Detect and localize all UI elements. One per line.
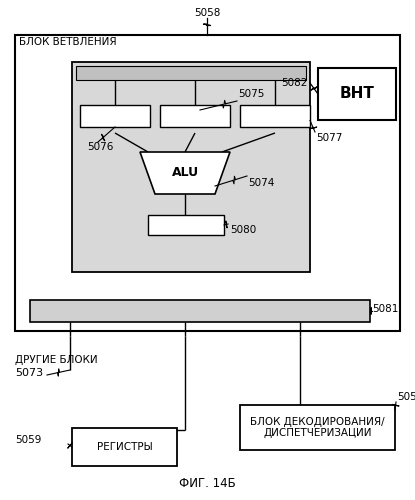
Text: 5073: 5073 — [15, 368, 43, 378]
Text: БЛОК ВЕТВЛЕНИЯ: БЛОК ВЕТВЛЕНИЯ — [19, 37, 117, 47]
Bar — [72, 428, 177, 466]
Bar — [30, 300, 370, 322]
Text: 5058: 5058 — [194, 8, 220, 18]
Text: 5075: 5075 — [238, 89, 264, 99]
Bar — [72, 62, 310, 272]
Bar — [151, 218, 221, 226]
Text: БЛОК ДЕКОДИРОВАНИЯ/
ДИСПЕТЧЕРИЗАЦИИ: БЛОК ДЕКОДИРОВАНИЯ/ ДИСПЕТЧЕРИЗАЦИИ — [250, 416, 385, 438]
Text: ALU: ALU — [171, 166, 198, 179]
Text: РЕГИСТРЫ: РЕГИСТРЫ — [97, 442, 152, 452]
Bar — [240, 405, 395, 450]
Bar — [240, 105, 310, 127]
Bar — [80, 105, 150, 127]
Text: 5059: 5059 — [15, 435, 42, 445]
Bar — [76, 66, 306, 80]
Bar — [243, 108, 307, 116]
Text: ДРУГИЕ БЛОКИ: ДРУГИЕ БЛОКИ — [15, 355, 98, 365]
Text: 5074: 5074 — [248, 178, 274, 188]
Bar — [15, 35, 400, 331]
Bar — [83, 108, 147, 116]
Text: 5081: 5081 — [372, 304, 398, 314]
Text: 5080: 5080 — [230, 225, 256, 235]
Bar — [160, 105, 230, 127]
Bar — [163, 108, 227, 116]
Text: 5056: 5056 — [397, 392, 415, 402]
Text: 5076: 5076 — [87, 142, 113, 152]
Bar — [148, 215, 224, 235]
Text: ФИГ. 14Б: ФИГ. 14Б — [179, 477, 236, 490]
Bar — [318, 68, 396, 120]
Text: 5077: 5077 — [316, 133, 342, 143]
Text: ВНТ: ВНТ — [339, 86, 374, 102]
Polygon shape — [140, 152, 230, 194]
Text: 5082: 5082 — [282, 78, 308, 88]
